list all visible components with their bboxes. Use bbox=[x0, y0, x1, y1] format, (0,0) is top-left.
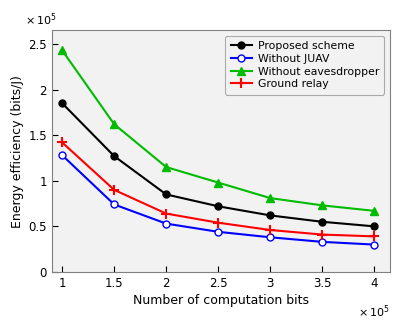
Without eavesdropper bbox=[320, 203, 325, 207]
Ground relay bbox=[372, 234, 377, 238]
Text: $\times\,10^5$: $\times\,10^5$ bbox=[358, 303, 390, 320]
X-axis label: Number of computation bits: Number of computation bits bbox=[133, 294, 309, 307]
Ground relay bbox=[60, 141, 65, 145]
Line: Ground relay: Ground relay bbox=[57, 138, 379, 241]
Line: Without eavesdropper: Without eavesdropper bbox=[58, 46, 379, 215]
Line: Without JUAV: Without JUAV bbox=[59, 152, 378, 248]
Without eavesdropper bbox=[216, 180, 221, 184]
Ground relay bbox=[112, 188, 117, 192]
Proposed scheme bbox=[320, 220, 325, 224]
Proposed scheme bbox=[112, 154, 117, 158]
Ground relay bbox=[320, 232, 325, 236]
Ground relay bbox=[216, 221, 221, 225]
Without JUAV bbox=[112, 202, 117, 206]
Without JUAV bbox=[320, 240, 325, 244]
Ground relay bbox=[164, 211, 168, 215]
Without JUAV bbox=[216, 230, 221, 234]
Without eavesdropper bbox=[268, 196, 273, 200]
Without JUAV bbox=[60, 153, 65, 157]
Proposed scheme bbox=[164, 192, 168, 196]
Without JUAV bbox=[164, 222, 168, 226]
Without eavesdropper bbox=[164, 165, 168, 169]
Ground relay bbox=[268, 228, 273, 232]
Proposed scheme bbox=[60, 101, 65, 105]
Without JUAV bbox=[268, 235, 273, 239]
Without JUAV bbox=[372, 243, 377, 247]
Without eavesdropper bbox=[112, 122, 117, 126]
Without eavesdropper bbox=[372, 209, 377, 213]
Proposed scheme bbox=[268, 213, 273, 217]
Line: Proposed scheme: Proposed scheme bbox=[59, 100, 378, 230]
Text: $\times\,10^5$: $\times\,10^5$ bbox=[25, 11, 57, 28]
Without eavesdropper bbox=[60, 48, 65, 52]
Proposed scheme bbox=[372, 224, 377, 228]
Y-axis label: Energy efficiency (bits/J): Energy efficiency (bits/J) bbox=[11, 75, 24, 227]
Legend: Proposed scheme, Without JUAV, Without eavesdropper, Ground relay: Proposed scheme, Without JUAV, Without e… bbox=[225, 36, 385, 95]
Proposed scheme bbox=[216, 204, 221, 208]
